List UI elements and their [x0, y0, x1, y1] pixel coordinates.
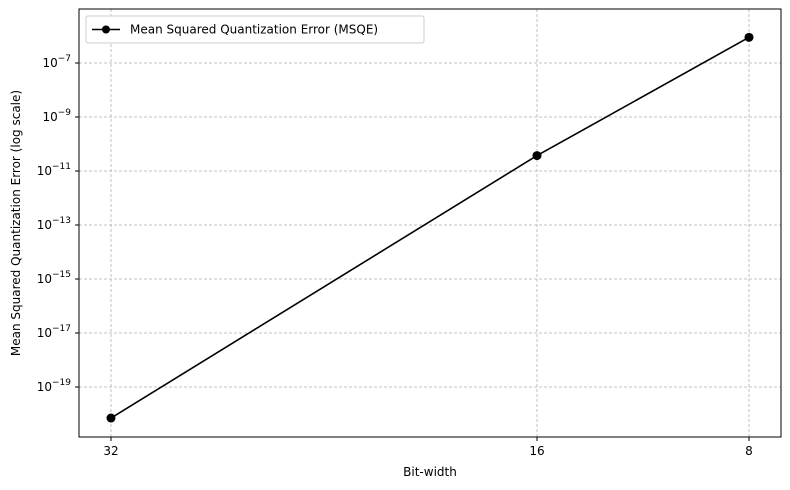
y-axis-label: Mean Squared Quantization Error (log sca… [9, 90, 23, 356]
x-tick-label: 16 [529, 444, 544, 458]
x-tick-label: 8 [745, 444, 753, 458]
y-tick-label: 10−15 [37, 270, 71, 286]
x-tick-label: 32 [103, 444, 118, 458]
y-tick-label: 10−9 [42, 108, 71, 124]
legend-marker-swatch [102, 25, 110, 34]
y-tick-label: 10−7 [42, 54, 71, 70]
data-point [744, 32, 754, 42]
y-tick-label: 10−19 [37, 378, 72, 394]
series-line [110, 36, 750, 419]
series-layer [106, 32, 754, 423]
legend-box [85, 15, 425, 44]
grid-lines [79, 9, 781, 437]
legend: Mean Squared Quantization Error (MSQE) [85, 15, 425, 44]
legend-entry-label: Mean Squared Quantization Error (MSQE) [130, 23, 378, 37]
y-tick-label: 10−17 [37, 324, 71, 340]
data-point [532, 151, 542, 161]
data-point [106, 413, 116, 423]
y-tick-label: 10−13 [37, 216, 71, 232]
x-axis-label: Bit-width [403, 465, 457, 479]
axis-ticks: 32 16 8 10−19 10−17 10−15 10−13 10−11 10−9 10−7 [37, 54, 753, 458]
y-tick-label: 10−11 [37, 162, 71, 178]
plot-frame [78, 8, 782, 438]
